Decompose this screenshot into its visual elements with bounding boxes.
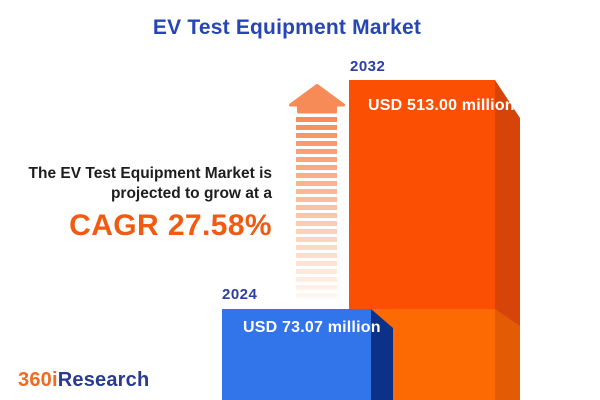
annotation-line-2: projected to grow at a — [110, 185, 272, 202]
growth-arrow-head-icon — [289, 84, 345, 114]
brand-logo-prefix: 360i — [18, 369, 58, 391]
cagr-value: CAGR 27.58% — [69, 209, 272, 242]
bar-value-2024: USD 73.07 million — [243, 319, 381, 336]
bar-2024-side — [371, 309, 393, 400]
growth-arrow-dashed-stem-icon — [296, 117, 337, 301]
bar-label-2032: 2032 — [350, 58, 386, 75]
bar-2032-lower-segment-side — [495, 309, 520, 400]
page-title: EV Test Equipment Market — [152, 16, 422, 39]
bar-chart — [222, 80, 520, 400]
brand-logo: 360iResearch — [18, 369, 149, 392]
bar-2024-face — [222, 309, 371, 400]
annotation-line-1: The EV Test Equipment Market is — [28, 165, 272, 182]
brand-logo-suffix: Research — [57, 369, 150, 391]
bar-label-2024: 2024 — [222, 286, 258, 303]
growth-annotation: The EV Test Equipment Market is projecte… — [0, 164, 272, 243]
bar-value-2032: USD 513.00 million — [368, 97, 515, 114]
